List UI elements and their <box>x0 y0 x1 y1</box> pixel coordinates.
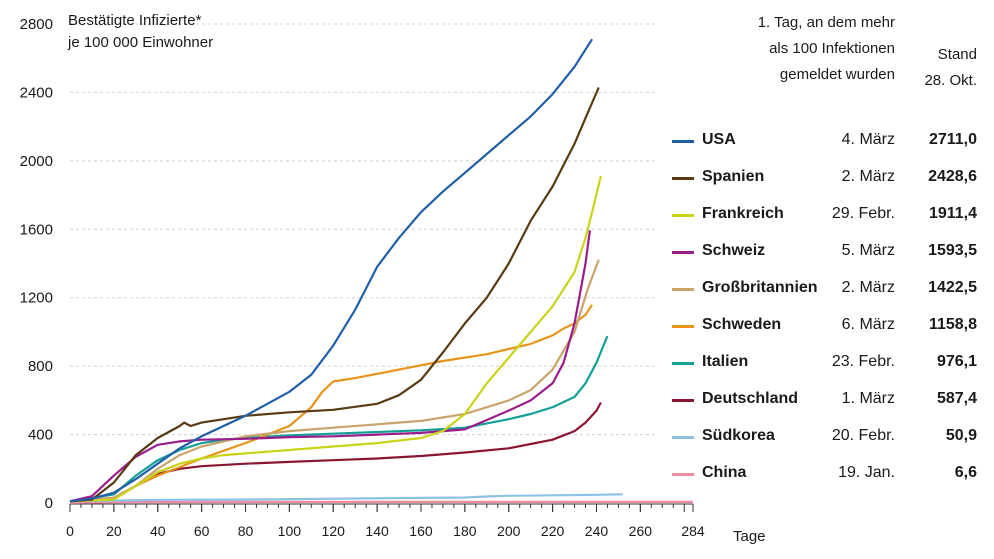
x-tick-label: 60 <box>194 523 210 539</box>
x-tick-label: 240 <box>585 523 609 539</box>
legend-swatch <box>672 362 694 365</box>
legend-series-name: Südkorea <box>702 427 775 444</box>
legend-date: 1. März <box>841 390 895 407</box>
series-line-großbritannien <box>69 259 600 503</box>
y-axis-label: Bestätigte Infizierte* je 100 000 Einwoh… <box>68 12 214 51</box>
x-tick-label: 140 <box>365 523 389 539</box>
legend-item: Spanien 2. März 2428,6 <box>672 163 982 200</box>
series-line-schweden <box>69 304 594 503</box>
legend-item: Frankreich 29. Febr. 1911,4 <box>672 200 982 237</box>
legend-date: 4. März <box>841 131 895 148</box>
legend-item: USA 4. März 2711,0 <box>672 126 982 163</box>
x-tick-label: 0 <box>66 523 74 539</box>
y-tick-label: 2000 <box>20 153 53 170</box>
x-tick-label: 20 <box>106 523 122 539</box>
x-tick-label: 200 <box>497 523 521 539</box>
legend-swatch <box>672 288 694 291</box>
legend-item: Deutschland 1. März 587,4 <box>672 385 982 422</box>
y-tick-label: 1200 <box>20 290 53 307</box>
y-tick-label: 800 <box>28 358 53 375</box>
legend-date: 20. Febr. <box>831 427 895 444</box>
legend-value: 976,1 <box>936 353 977 370</box>
y-tick-label: 0 <box>45 495 53 512</box>
x-tick-label: 260 <box>629 523 653 539</box>
x-tick-label: 160 <box>409 523 433 539</box>
legend-swatch <box>672 436 694 439</box>
legend-swatch <box>672 473 694 476</box>
series-line-frankreich <box>69 175 602 503</box>
y-tick-label: 1600 <box>20 221 53 238</box>
legend-series-name: China <box>702 464 747 481</box>
legend-series-name: Deutschland <box>702 390 799 407</box>
series-line-schweiz <box>69 230 591 503</box>
x-tick-label: 40 <box>150 523 166 539</box>
legend-series-name: Schweden <box>702 316 782 333</box>
legend-item: Großbritannien 2. März 1422,5 <box>672 274 982 311</box>
legend-value: 1158,8 <box>928 316 977 333</box>
legend-header-value: Stand 28. Okt. <box>924 46 977 89</box>
legend-value: 2428,6 <box>928 168 977 185</box>
series-line-deutschland <box>69 401 602 503</box>
series-line-südkorea <box>69 493 623 503</box>
series-line-china <box>69 500 693 504</box>
legend-value: 1422,5 <box>928 279 977 296</box>
legend-date: 5. März <box>841 242 895 259</box>
y-tick-label: 400 <box>28 427 53 444</box>
legend-series-name: Schweiz <box>702 242 766 259</box>
y-tick-label: 2800 <box>20 16 53 33</box>
legend-value: 587,4 <box>936 390 977 407</box>
legend-series-name: Spanien <box>702 168 765 185</box>
legend-series-name: USA <box>702 131 736 148</box>
x-axis: 0 20 40 60 80 100 120 140 160 180 200 220 240 260 284 <box>66 503 705 539</box>
legend-series-name: Großbritannien <box>702 279 818 296</box>
x-tick-label: 180 <box>453 523 477 539</box>
legend-item: Schweiz 5. März 1593,5 <box>672 237 982 274</box>
legend-value: 6,6 <box>954 464 977 481</box>
legend-swatch <box>672 325 694 328</box>
series-lines <box>69 38 693 504</box>
legend-item: Südkorea 20. Febr. 50,9 <box>672 422 982 459</box>
legend-date: 29. Febr. <box>831 205 895 222</box>
legend-date: 2. März <box>841 279 895 296</box>
x-axis-label: Tage <box>733 528 766 545</box>
legend-value: 1911,4 <box>928 205 977 222</box>
legend-swatch <box>672 177 694 180</box>
gridlines <box>70 23 655 436</box>
legend-date: 19. Jan. <box>838 464 895 481</box>
legend-value: 1593,5 <box>928 242 977 259</box>
series-line-usa <box>69 38 594 503</box>
legend-value: 50,9 <box>945 427 977 444</box>
legend: USA 4. März 2711,0 Spanien 2. März 2428,6 Fran… <box>672 126 982 496</box>
x-tick-label: 284 <box>681 523 705 539</box>
legend-swatch <box>672 140 694 143</box>
legend-swatch <box>672 251 694 254</box>
series-line-italien <box>69 335 609 503</box>
legend-header-date: 1. Tag, an dem mehr als 100 Infektionen … <box>757 14 895 83</box>
y-tick-label: 2400 <box>20 84 53 101</box>
x-tick-label: 120 <box>322 523 346 539</box>
y-tick-labels: 0 400 800 1200 1600 2000 2400 2800 <box>20 16 53 512</box>
legend-series-name: Italien <box>702 353 749 370</box>
legend-date: 6. März <box>841 316 895 333</box>
legend-swatch <box>672 214 694 217</box>
legend-date: 2. März <box>841 168 895 185</box>
legend-swatch <box>672 399 694 402</box>
series-line-spanien <box>69 87 600 503</box>
legend-item: Italien 23. Febr. 976,1 <box>672 348 982 385</box>
legend-series-name: Frankreich <box>702 205 784 222</box>
x-tick-label: 220 <box>541 523 565 539</box>
x-tick-label: 80 <box>238 523 254 539</box>
legend-value: 2711,0 <box>928 131 977 148</box>
legend-item: China 19. Jan. 6,6 <box>672 459 982 496</box>
x-tick-label: 100 <box>278 523 302 539</box>
legend-date: 23. Febr. <box>831 353 895 370</box>
legend-item: Schweden 6. März 1158,8 <box>672 311 982 348</box>
